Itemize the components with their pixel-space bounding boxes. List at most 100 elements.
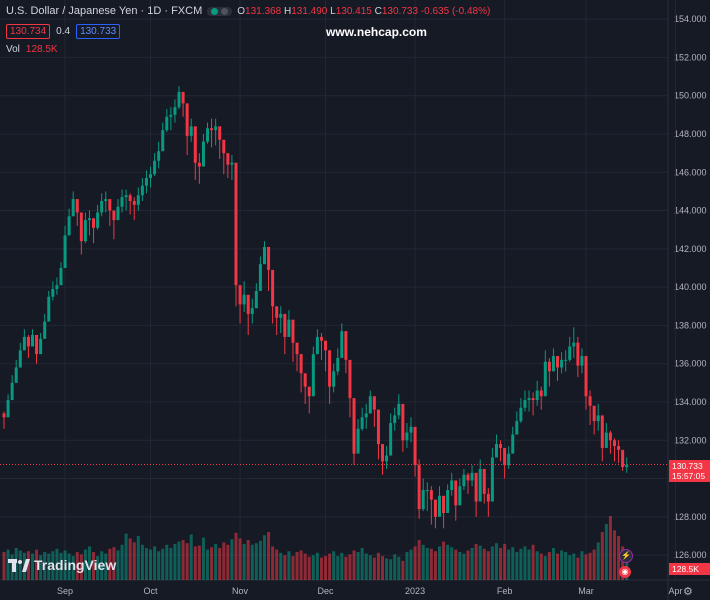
candle-body — [177, 91, 181, 108]
volume-bar — [222, 542, 226, 580]
volume-bar — [556, 553, 560, 580]
volume-bar — [132, 542, 136, 580]
candle-body — [124, 195, 128, 198]
candle-body — [490, 457, 494, 502]
volume-bar — [112, 547, 116, 580]
volume-bar — [568, 555, 572, 580]
candle-body — [401, 403, 405, 441]
volume-bar — [120, 544, 124, 580]
volume-bar — [539, 553, 543, 580]
y-tick-label: 126.000 — [674, 550, 707, 560]
candle-body — [128, 195, 132, 201]
volume-bar — [108, 548, 112, 580]
lightning-icon[interactable]: ⚡ — [619, 549, 633, 563]
candle-body — [584, 356, 588, 397]
candle-body — [47, 296, 51, 322]
candle-body — [405, 432, 409, 441]
candle-body — [112, 210, 116, 221]
volume-bar — [254, 543, 258, 580]
volume-bar — [287, 551, 291, 580]
volume-bar — [442, 541, 446, 580]
candle-body — [499, 444, 503, 448]
candle-body — [519, 407, 523, 422]
volume-bar — [206, 549, 209, 580]
countdown-value: 15:57:05 — [672, 471, 706, 481]
candle-body — [291, 319, 295, 343]
volume-bar — [55, 548, 59, 580]
volume-bar — [2, 552, 6, 580]
candle-body — [43, 321, 47, 339]
volume-bar — [425, 548, 429, 580]
settings-gear-icon[interactable]: ⚙ — [683, 586, 693, 598]
volume-bar — [613, 530, 616, 580]
candle-body — [30, 334, 34, 347]
last-price-value: 130.733 — [672, 461, 703, 471]
volume-bar — [405, 552, 409, 580]
candle-body — [315, 336, 319, 355]
volume-bar — [507, 549, 511, 580]
x-tick-label: Nov — [232, 586, 249, 596]
candle-body — [368, 396, 372, 414]
volume-bar — [588, 552, 592, 580]
candle-body — [96, 212, 100, 228]
candle-body — [588, 396, 592, 406]
volume-bar — [92, 552, 96, 580]
candle-body — [193, 126, 197, 163]
y-tick-label: 140.000 — [674, 282, 707, 292]
volume-bar — [283, 555, 287, 580]
candle-body — [230, 162, 234, 165]
tradingview-logo[interactable]: TradingView — [8, 557, 116, 573]
volume-bar — [409, 549, 413, 580]
candle-body — [486, 493, 490, 502]
candle-body — [173, 107, 177, 115]
volume-bar — [503, 544, 507, 580]
volume-bar — [63, 550, 67, 580]
volume-label[interactable]: Vol — [6, 44, 20, 55]
volume-bar — [499, 548, 503, 580]
volume-bar — [319, 557, 323, 580]
candle-body — [429, 490, 433, 500]
volume-bar — [67, 553, 71, 580]
buy-button[interactable]: 130.733 — [76, 24, 121, 39]
candle-body — [55, 285, 59, 290]
volume-bar — [385, 558, 389, 580]
candle-body — [210, 128, 214, 131]
volume-bar — [144, 548, 148, 580]
volume-bar — [311, 555, 315, 580]
volume-bar — [515, 552, 519, 580]
candle-body — [433, 499, 437, 517]
volume-bar — [482, 548, 486, 580]
high-value: 131.490 — [291, 5, 328, 17]
candle-body — [523, 400, 527, 408]
volume-bar — [527, 549, 531, 580]
alert-icon[interactable]: ◉ — [619, 566, 631, 578]
volume-bar — [96, 556, 100, 580]
volume-legend: Vol 128.5K — [6, 44, 58, 55]
symbol-title[interactable]: U.S. Dollar / Japanese Yen · 1D · FXCM — [6, 5, 203, 17]
candle-body — [478, 468, 482, 502]
volume-bar — [336, 556, 340, 580]
candle-body — [364, 413, 368, 418]
volume-bar — [356, 552, 360, 580]
volume-bar — [372, 557, 376, 580]
volume-bar — [462, 553, 466, 580]
volume-bar — [608, 516, 612, 580]
candle-body — [206, 128, 209, 142]
market-status-pill[interactable] — [207, 6, 233, 16]
x-tick-label: Oct — [144, 586, 159, 596]
y-tick-label: 154.000 — [674, 14, 707, 24]
sell-button[interactable]: 130.734 — [6, 24, 51, 39]
volume-bar — [185, 543, 189, 580]
volume-bar — [279, 552, 283, 580]
candle-body — [450, 480, 454, 491]
candle-body — [279, 313, 283, 318]
candle-body — [560, 359, 564, 368]
volume-bar — [604, 524, 608, 580]
candle-body — [425, 490, 429, 492]
y-tick-label: 146.000 — [674, 167, 707, 177]
volume-bar — [189, 534, 193, 580]
volume-bar — [474, 544, 478, 580]
candle-body — [507, 453, 511, 466]
volume-bar — [625, 551, 629, 580]
